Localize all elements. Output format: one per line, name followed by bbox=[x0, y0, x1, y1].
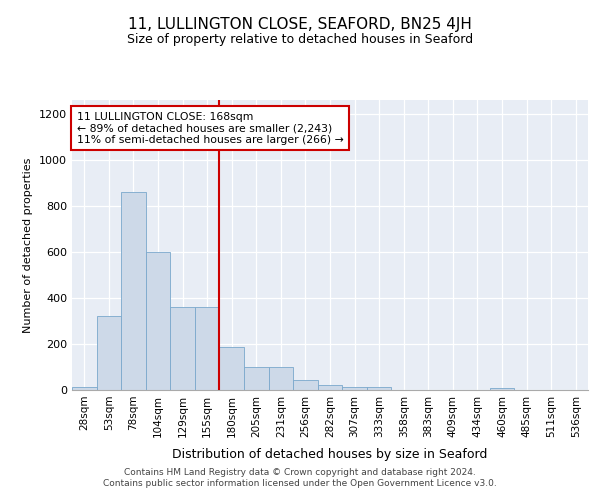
Text: 11, LULLINGTON CLOSE, SEAFORD, BN25 4JH: 11, LULLINGTON CLOSE, SEAFORD, BN25 4JH bbox=[128, 18, 472, 32]
X-axis label: Distribution of detached houses by size in Seaford: Distribution of detached houses by size … bbox=[172, 448, 488, 461]
Bar bbox=[293, 380, 318, 390]
Bar bbox=[220, 348, 244, 390]
Bar bbox=[244, 367, 269, 390]
Bar bbox=[170, 307, 195, 390]
Bar bbox=[269, 367, 293, 390]
Text: Contains HM Land Registry data © Crown copyright and database right 2024.
Contai: Contains HM Land Registry data © Crown c… bbox=[103, 468, 497, 487]
Bar bbox=[490, 388, 514, 390]
Bar bbox=[146, 252, 170, 390]
Bar bbox=[367, 386, 391, 390]
Bar bbox=[72, 386, 97, 390]
Bar bbox=[121, 192, 146, 390]
Text: Size of property relative to detached houses in Seaford: Size of property relative to detached ho… bbox=[127, 32, 473, 46]
Bar bbox=[318, 386, 342, 390]
Bar bbox=[195, 307, 220, 390]
Y-axis label: Number of detached properties: Number of detached properties bbox=[23, 158, 34, 332]
Bar bbox=[342, 386, 367, 390]
Text: 11 LULLINGTON CLOSE: 168sqm
← 89% of detached houses are smaller (2,243)
11% of : 11 LULLINGTON CLOSE: 168sqm ← 89% of det… bbox=[77, 112, 344, 144]
Bar bbox=[97, 316, 121, 390]
